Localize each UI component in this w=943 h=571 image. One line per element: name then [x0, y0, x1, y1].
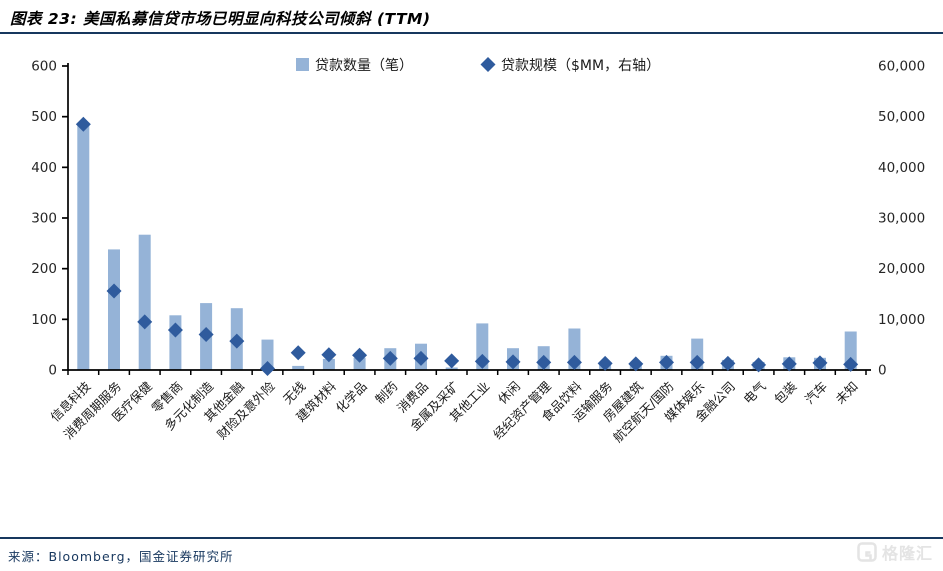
loan-scale-diamond [444, 353, 460, 369]
left-axis-tick-label: 500 [31, 109, 57, 125]
footer-divider-line [0, 537, 943, 539]
loan-scale-diamond [260, 360, 275, 376]
loan-scale-diamond [812, 355, 828, 371]
source-note: 来源：Bloomberg，国金证券研究所 [8, 549, 234, 564]
right-axis-tick-label: 30,000 [878, 211, 925, 227]
left-axis-tick-label: 400 [31, 160, 57, 176]
figure-title: 图表 23: 美国私募信贷市场已明显向科技公司倾斜 (TTM) [10, 10, 431, 28]
loan-scale-diamond [413, 350, 429, 366]
loan-scale-diamond [751, 357, 767, 373]
loan-scale-diamond [321, 347, 337, 363]
left-axis-tick-label: 600 [31, 59, 57, 75]
legend-bar-swatch-icon [296, 58, 309, 71]
legend-diamond-swatch-icon [480, 57, 496, 72]
loan-scale-diamond [843, 356, 859, 372]
category-label: 电气 [740, 378, 769, 407]
left-axis-tick-label: 0 [48, 363, 57, 379]
loan-scale-diamond [597, 355, 613, 371]
category-label: 化学品 [333, 379, 370, 416]
left-axis-tick-label: 100 [31, 312, 57, 328]
loan-count-bar [353, 357, 366, 370]
right-axis-tick-label: 10,000 [878, 312, 925, 328]
loan-scale-diamond [566, 354, 582, 370]
category-label: 汽车 [802, 379, 830, 407]
loan-scale-diamond [536, 354, 552, 370]
loan-scale-diamond [720, 355, 736, 371]
loan-scale-diamond [290, 345, 306, 361]
loan-count-bar [138, 234, 151, 370]
loan-scale-diamond [505, 354, 521, 370]
legend-loan-scale-label: 贷款规模（$MM，右轴） [501, 58, 660, 74]
loan-scale-diamond [474, 353, 490, 369]
loan-scale-diamond [781, 356, 797, 372]
loan-scale-diamond [229, 333, 245, 349]
right-axis-tick-label: 50,000 [878, 109, 925, 125]
loan-scale-diamond [689, 354, 705, 370]
loan-scale-diamond [75, 116, 91, 132]
right-axis-tick-label: 60,000 [878, 59, 925, 75]
watermark: 格隆汇 [857, 540, 933, 564]
loan-scale-diamond [106, 283, 122, 299]
loan-count-bar [108, 249, 120, 370]
gelonghui-logo-icon [857, 542, 877, 562]
legend-loan-count-label: 贷款数量（笔） [315, 58, 413, 74]
loan-count-bar [445, 367, 458, 370]
right-axis-tick-label: 20,000 [878, 261, 925, 277]
left-axis-tick-label: 200 [31, 261, 57, 277]
right-axis-tick-label: 0 [878, 363, 887, 379]
watermark-label: 格隆汇 [881, 544, 933, 563]
loan-scale-diamond [352, 347, 368, 363]
loan-scale-diamond [198, 327, 214, 343]
loan-count-bar [292, 365, 305, 370]
title-divider-line [0, 32, 943, 34]
category-label: 包装 [771, 379, 799, 407]
loan-count-bar [322, 358, 335, 370]
loan-count-bar [77, 122, 90, 370]
loan-scale-diamond [382, 350, 398, 366]
loan-scale-diamond [628, 356, 644, 372]
category-label: 未知 [833, 379, 861, 407]
right-axis-tick-label: 40,000 [878, 160, 925, 176]
loan-count-bar [261, 339, 274, 370]
loan-scale-diamond [137, 314, 153, 330]
loan-scale-diamond [659, 354, 674, 370]
left-axis-tick-label: 300 [31, 211, 57, 227]
loan-scale-diamond [167, 322, 183, 338]
